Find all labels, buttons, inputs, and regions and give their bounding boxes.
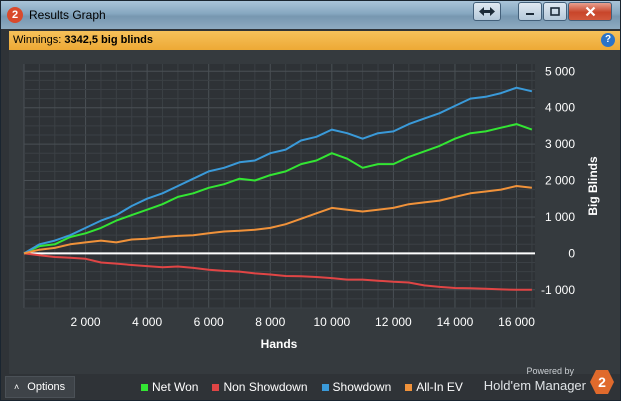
chevron-up-icon: ˄ — [14, 382, 20, 392]
minimize-button[interactable] — [518, 2, 542, 21]
app-icon: 2 — [7, 7, 23, 23]
y-tick-label: 3 000 — [545, 137, 575, 151]
x-axis-title: Hands — [261, 337, 298, 351]
legend-swatch — [321, 383, 329, 391]
legend-label: All-In EV — [416, 380, 463, 394]
y-axis-ticks: 5 000 4 000 3 000 2 000 1 000 0 -1 000 — [541, 64, 575, 297]
y-tick-label: -1 000 — [541, 283, 575, 297]
legend-swatch — [212, 383, 220, 391]
help-icon[interactable]: ? — [601, 33, 615, 47]
y-axis-title: Big Blinds — [586, 156, 600, 216]
results-chart: 2 000 4 000 6 000 8 000 10 000 12 000 14 000 16… — [9, 50, 620, 374]
y-tick-label: 0 — [568, 246, 575, 260]
legend-label: Net Won — [152, 380, 199, 394]
maximize-button[interactable] — [543, 2, 567, 21]
close-icon — [585, 6, 595, 17]
x-tick-label: 16 000 — [498, 315, 535, 329]
options-label: Options — [27, 381, 66, 393]
series-line-all-in-ev — [23, 185, 533, 255]
y-tick-label: 5 000 — [545, 64, 575, 78]
x-tick-label: 10 000 — [313, 315, 350, 329]
series-line-non-showdown — [23, 252, 532, 291]
brand-name: Hold'em Manager — [483, 378, 586, 393]
chart-legend: Net Won Non Showdown Showdown All-In EV — [141, 380, 463, 394]
x-tick-label: 6 000 — [194, 315, 224, 329]
legend-item: Net Won — [141, 380, 198, 394]
window-title: Results Graph — [29, 8, 106, 22]
brand-block: Powered by Hold'em Manager 2 — [466, 366, 616, 398]
footer: ˄ Options Net Won Non Showdown Showdown All… — [1, 366, 620, 400]
legend-swatch — [405, 383, 413, 391]
double-arrow-icon — [479, 7, 495, 16]
series-lines — [23, 86, 533, 291]
x-tick-label: 12 000 — [375, 315, 412, 329]
powered-by-text: Powered by — [526, 366, 574, 376]
x-tick-label: 4 000 — [132, 315, 162, 329]
winnings-bar: Winnings: 3342,5 big blinds ? — [9, 31, 620, 50]
legend-item: Showdown — [321, 380, 392, 394]
x-axis-ticks: 2 000 4 000 6 000 8 000 10 000 12 000 14 000 16… — [71, 315, 536, 329]
grid-lines — [23, 64, 535, 309]
restore-arrows-button[interactable] — [473, 2, 501, 21]
legend-item: Non Showdown — [212, 380, 308, 394]
x-tick-label: 2 000 — [71, 315, 101, 329]
x-tick-label: 8 000 — [255, 315, 285, 329]
legend-label: Showdown — [332, 380, 392, 394]
minimize-icon — [526, 12, 534, 15]
winnings-value: 3342,5 big blinds — [64, 34, 153, 46]
brand-logo: 2 — [590, 370, 614, 394]
y-tick-label: 4 000 — [545, 101, 575, 115]
y-tick-label: 2 000 — [545, 174, 575, 188]
winnings-label: Winnings: — [13, 34, 62, 46]
legend-swatch — [141, 383, 148, 391]
legend-item: All-In EV — [405, 380, 463, 394]
close-button[interactable] — [568, 2, 612, 21]
winnings-text: Winnings: 3342,5 big blinds — [13, 34, 153, 46]
x-tick-label: 14 000 — [437, 315, 474, 329]
plot-area — [24, 64, 535, 308]
legend-label: Non Showdown — [223, 380, 308, 394]
series-line-net-won — [23, 123, 533, 255]
title-bar[interactable]: 2 Results Graph — [1, 1, 620, 29]
maximize-icon — [550, 7, 560, 16]
options-button[interactable]: ˄ Options — [5, 376, 75, 398]
series-line-showdown — [23, 86, 533, 255]
chart-svg: 2 000 4 000 6 000 8 000 10 000 12 000 14 000 16… — [23, 64, 600, 351]
y-tick-label: 1 000 — [545, 210, 575, 224]
